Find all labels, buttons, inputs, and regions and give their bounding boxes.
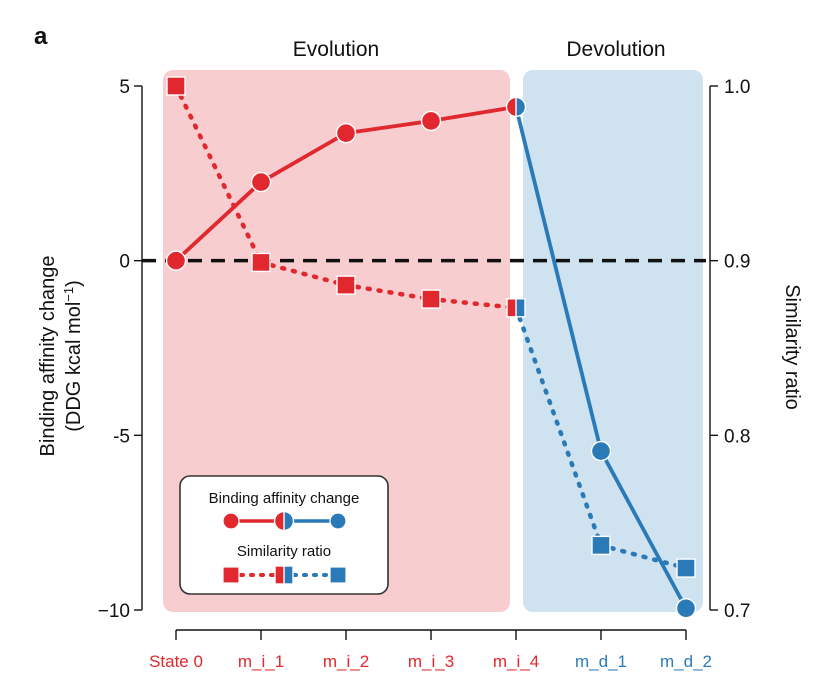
binding-affinity-point [165,250,187,271]
similarity-ratio-point [166,76,186,96]
legend-square-split-half [284,565,294,585]
legend-box [179,475,389,595]
legend-marker-split-half [273,510,284,532]
legend-marker-evolution [222,512,240,530]
similarity-ratio-line-segment [173,83,264,265]
legend-entry-binding-affinity: Binding affinity change [209,490,360,507]
left-axis-tick-label: 5 [119,77,130,98]
similarity-ratio-point [506,297,526,318]
similarity-ratio-line-segment [598,543,689,571]
right-axis-tick-label: 0.7 [724,601,750,622]
similarity-ratio-point-half [506,298,516,318]
left-axis-tick-label: -5 [113,426,130,447]
x-axis-tick-label: m_d_1 [575,652,627,671]
legend-marker-split [273,510,295,532]
binding-affinity-point [420,110,442,132]
series-markers [165,76,697,619]
evolution-region-label: Evolution [293,38,379,61]
legend-square-devolution [329,566,347,584]
devolution-region [523,70,703,612]
right-axis-tick-label: 0.9 [724,252,750,273]
right-axis-tick-label: 0.8 [724,426,750,447]
legend-marker-split-half [284,510,295,532]
left-axis-unit-close: ) [63,280,85,287]
binding-affinity-point [335,122,357,144]
similarity-ratio-point-half [516,298,526,318]
left-axis-unit-text: (DDG kcal mol [63,302,85,432]
x-axis-tick-label: State 0 [149,652,203,671]
left-axis-unit-superscript: −1 [61,287,76,302]
similarity-ratio-point [421,289,441,309]
legend-symbol-similarity-ratio [222,565,347,585]
x-axis-tick-label: m_d_2 [660,652,712,671]
similarity-ratio-line-segment [343,282,434,302]
series-lines [173,83,689,611]
binding-affinity-point-half [505,96,516,118]
binding-affinity-line-segment [344,119,433,136]
right-axis-tick-label: 1.0 [724,77,750,98]
similarity-ratio-line-segment [258,260,349,288]
binding-affinity-line-segment [514,105,603,453]
similarity-ratio-line-segment [428,296,519,311]
right-axis-label: Similarity ratio [781,284,803,410]
legend: Binding affinity change Similarity ratio [179,475,389,595]
binding-affinity-point [505,96,527,118]
x-axis-tick-label: m_i_4 [493,652,539,671]
left-y-axis: 5 0 -5 −10 [98,77,143,622]
binding-affinity-point [590,440,612,462]
binding-affinity-point [250,171,272,193]
x-axis: State 0 m_i_1 m_i_2 m_i_3 m_i_4 m_d_1 m_d_2 [149,629,712,671]
panel-label: a [34,23,48,50]
x-axis-tick-label: m_i_3 [408,652,454,671]
similarity-ratio-point [251,252,271,273]
similarity-ratio-point [591,535,611,556]
binding-affinity-point-half [516,96,527,118]
left-axis-tick-label: −10 [98,601,130,622]
right-y-axis: 1.0 0.9 0.8 0.7 [709,77,750,622]
devolution-region-label: Devolution [566,38,665,61]
legend-square-evolution [222,566,240,584]
legend-entry-similarity-ratio: Similarity ratio [237,543,331,560]
similarity-ratio-point [336,275,356,295]
binding-affinity-point [675,598,697,619]
binding-affinity-line-segment [259,131,348,184]
x-axis-tick-label: m_i_1 [238,652,284,671]
legend-square-split-half [274,565,284,585]
similarity-ratio-line-segment [513,305,604,548]
left-axis-tick-label: 0 [119,252,130,273]
binding-affinity-line-segment [429,105,518,123]
binding-affinity-line-segment [174,180,263,263]
x-axis-tick-label: m_i_2 [323,652,369,671]
legend-symbol-binding-affinity [222,510,347,532]
left-axis-label: Binding affinity change [37,256,59,457]
similarity-ratio-point [676,558,696,578]
legend-square-split [274,565,294,585]
left-axis-unit-label: (DDG kcal mol−1) [61,280,85,432]
binding-affinity-line-segment [599,449,688,611]
legend-marker-devolution [329,512,347,530]
